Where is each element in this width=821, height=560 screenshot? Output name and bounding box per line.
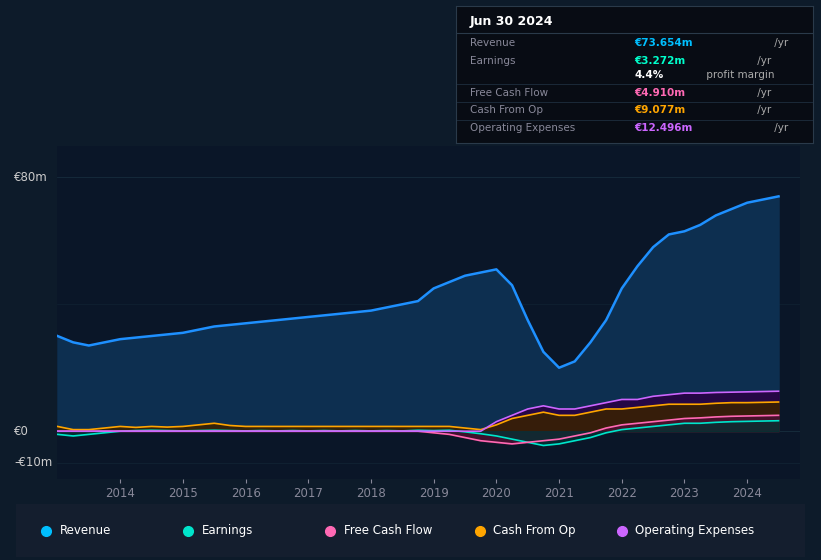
Text: €9.077m: €9.077m [635, 105, 686, 115]
Text: Earnings: Earnings [202, 524, 253, 537]
Text: €12.496m: €12.496m [635, 123, 693, 133]
Text: Earnings: Earnings [470, 56, 516, 66]
Text: €80m: €80m [15, 171, 48, 184]
Text: Jun 30 2024: Jun 30 2024 [470, 15, 553, 28]
Text: /yr: /yr [772, 123, 789, 133]
Text: Cash From Op: Cash From Op [470, 105, 543, 115]
Text: -€10m: -€10m [15, 456, 53, 469]
Text: 4.4%: 4.4% [635, 69, 663, 80]
Text: /yr: /yr [772, 38, 789, 48]
Text: /yr: /yr [754, 105, 772, 115]
Text: /yr: /yr [754, 87, 772, 97]
Text: €0: €0 [15, 424, 30, 438]
Text: Revenue: Revenue [60, 524, 111, 537]
Text: Operating Expenses: Operating Expenses [470, 123, 576, 133]
Text: €73.654m: €73.654m [635, 38, 693, 48]
Text: Cash From Op: Cash From Op [493, 524, 576, 537]
Text: €3.272m: €3.272m [635, 56, 686, 66]
Text: Free Cash Flow: Free Cash Flow [470, 87, 548, 97]
Text: /yr: /yr [754, 56, 772, 66]
Text: Revenue: Revenue [470, 38, 515, 48]
Text: Free Cash Flow: Free Cash Flow [343, 524, 432, 537]
Text: Operating Expenses: Operating Expenses [635, 524, 754, 537]
Text: profit margin: profit margin [703, 69, 774, 80]
Text: €4.910m: €4.910m [635, 87, 686, 97]
